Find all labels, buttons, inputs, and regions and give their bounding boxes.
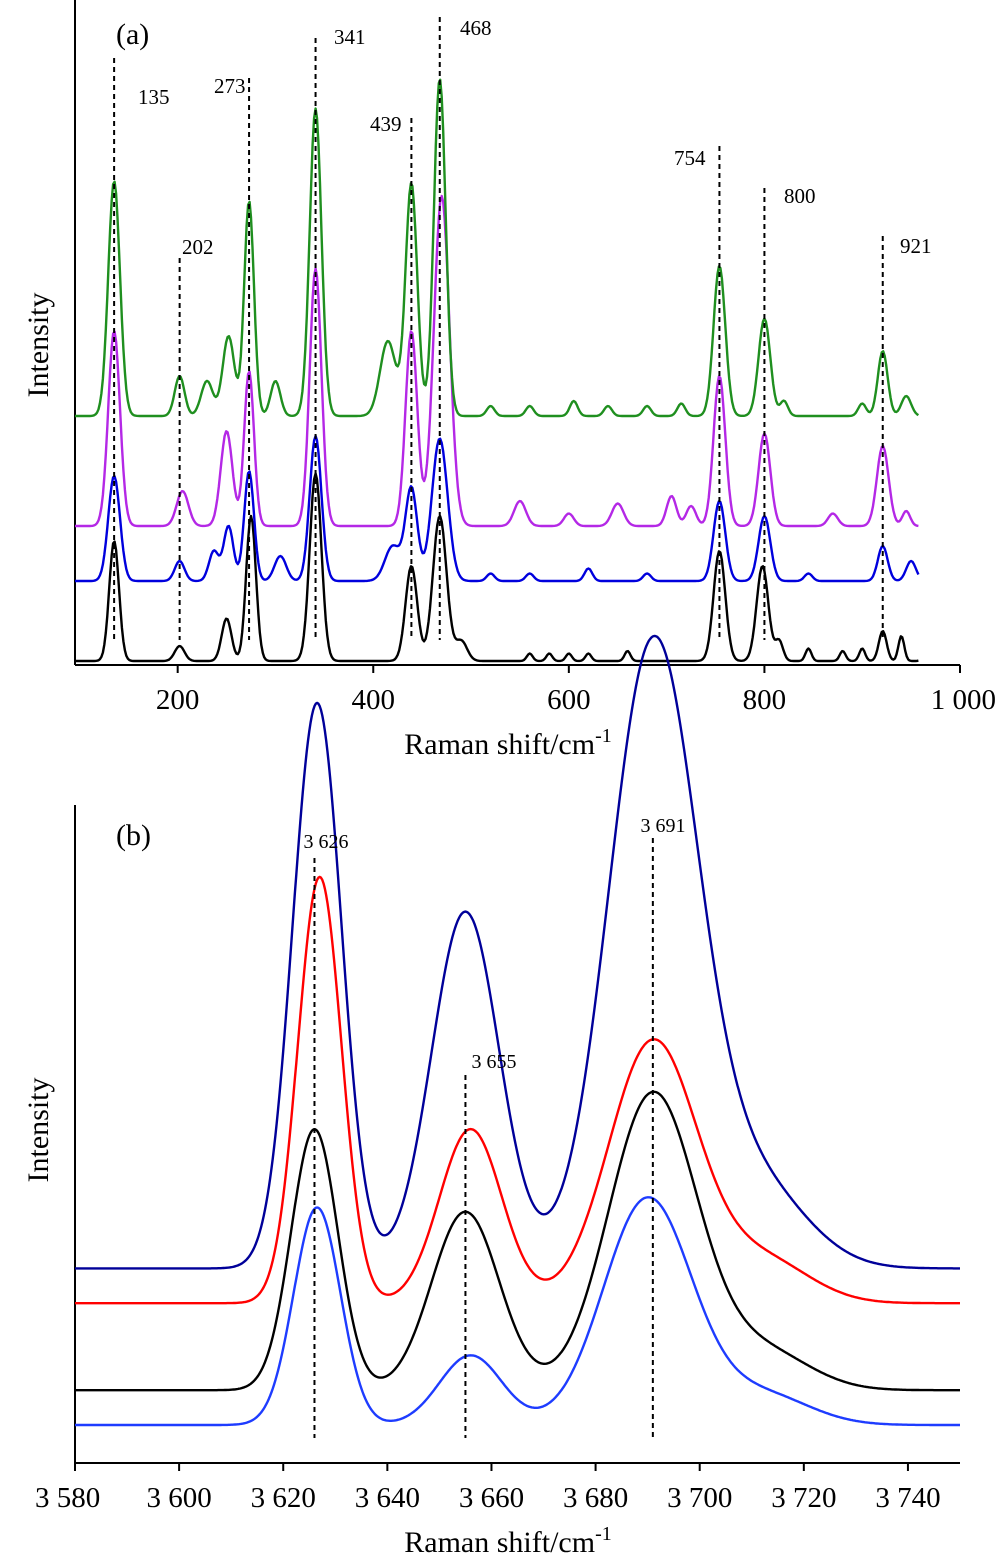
panel-a-label: (a) — [116, 18, 149, 51]
panel-b-chart: 3 626 3 655 3 691 3 580 3 600 3 620 3 640 3 66… — [22, 634, 960, 1559]
panel-a-series-line-4 — [75, 78, 920, 418]
panel-b-label: (b) — [116, 819, 151, 852]
peak-label-754: 754 — [674, 146, 706, 170]
panel-a-y-axis-label: Intensity — [22, 293, 55, 398]
x-tick-label-3740: 3 740 — [875, 1482, 940, 1514]
peak-label-202: 202 — [182, 235, 214, 259]
x-tick-label-400: 400 — [352, 684, 396, 716]
panel-a-series-line-3 — [75, 194, 919, 528]
panel-a-x-axis-label: Raman shift/cm-1 — [404, 725, 611, 761]
panel-a-x-axis-label-main: Raman shift/cm — [404, 728, 595, 761]
peak-label-3626: 3 626 — [304, 831, 349, 853]
x-tick-label-1000: 1 000 — [931, 684, 996, 716]
peak-label-273: 273 — [214, 74, 246, 98]
panel-a-chart: 135 202 273 341 439 468 754 800 921 200 400 600 800… — [22, 0, 996, 761]
peak-label-921: 921 — [900, 234, 932, 258]
peak-label-3691: 3 691 — [641, 815, 686, 837]
panel-b-x-axis-label-main: Raman shift/cm — [404, 1526, 595, 1559]
x-tick-label-3700: 3 700 — [667, 1482, 732, 1514]
x-tick-label-3720: 3 720 — [771, 1482, 836, 1514]
panel-a-series-line-2 — [75, 434, 920, 583]
peak-label-468: 468 — [460, 16, 492, 40]
panel-a-x-axis-label-sup: -1 — [595, 725, 612, 747]
panel-b-series-line-2 — [75, 1090, 960, 1392]
panel-b-series-line-4 — [75, 634, 960, 1270]
x-tick-label-200: 200 — [156, 684, 200, 716]
panel-b-y-axis-label: Intensity — [22, 1078, 55, 1183]
x-tick-label-3640: 3 640 — [355, 1482, 420, 1514]
peak-label-439: 439 — [370, 112, 402, 136]
panel-b-series-line-3 — [75, 875, 960, 1305]
x-tick-label-3580: 3 580 — [35, 1482, 100, 1514]
peak-label-135: 135 — [138, 85, 170, 109]
panel-b-series-line-1 — [75, 1196, 960, 1427]
x-tick-label-3600: 3 600 — [146, 1482, 211, 1514]
peak-label-341: 341 — [334, 25, 366, 49]
x-tick-label-3620: 3 620 — [251, 1482, 316, 1514]
x-tick-label-3680: 3 680 — [563, 1482, 628, 1514]
x-tick-label-800: 800 — [743, 684, 787, 716]
x-tick-label-600: 600 — [547, 684, 591, 716]
panel-b-x-axis-label: Raman shift/cm-1 — [404, 1523, 611, 1559]
panel-a-series-line-1 — [75, 472, 919, 663]
x-tick-label-3660: 3 660 — [459, 1482, 524, 1514]
peak-label-800: 800 — [784, 184, 816, 208]
peak-label-3655: 3 655 — [472, 1051, 517, 1073]
panel-b-x-axis-label-sup: -1 — [595, 1523, 612, 1545]
